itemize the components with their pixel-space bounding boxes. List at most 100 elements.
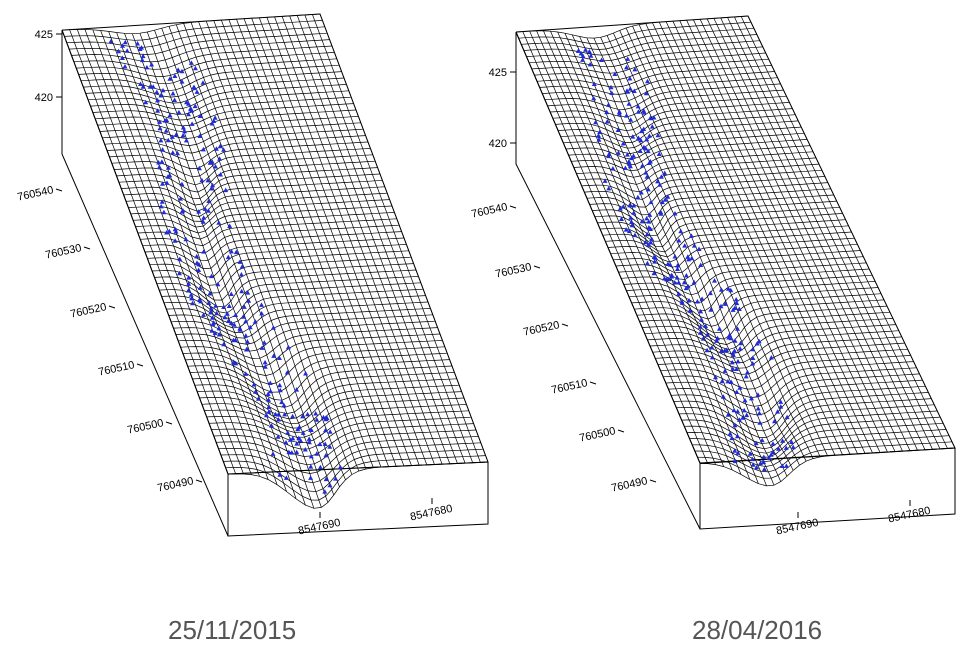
- survey-point: [186, 111, 191, 117]
- survey-point: [689, 255, 695, 261]
- survey-point: [157, 125, 163, 131]
- mesh-line-transverse: [650, 330, 899, 364]
- survey-point: [628, 117, 634, 122]
- survey-point: [627, 86, 633, 91]
- survey-point: [770, 441, 776, 446]
- survey-point: [170, 91, 176, 96]
- survey-point: [783, 463, 789, 468]
- mesh-line-transverse: [600, 213, 843, 248]
- survey-point: [665, 194, 671, 199]
- survey-point: [200, 146, 206, 152]
- survey-point: [644, 260, 650, 266]
- mesh-line-transverse: [142, 231, 402, 261]
- survey-point: [672, 280, 678, 285]
- survey-point: [645, 78, 650, 84]
- survey-point: [643, 146, 649, 151]
- survey-point: [750, 361, 756, 366]
- survey-point: [238, 272, 244, 277]
- survey-point: [207, 160, 213, 165]
- survey-point: [327, 444, 333, 449]
- survey-point: [778, 399, 784, 404]
- survey-point: [188, 292, 194, 297]
- z-tick-label: 420: [489, 138, 507, 150]
- mesh-line-transverse: [111, 148, 371, 178]
- survey-point: [754, 341, 760, 346]
- survey-point: [647, 115, 653, 121]
- survey-point: [162, 118, 168, 123]
- mesh-line-transverse: [133, 205, 393, 234]
- survey-point: [255, 396, 261, 401]
- survey-point: [306, 436, 312, 441]
- mesh-line-transverse: [206, 404, 467, 438]
- survey-point: [179, 209, 185, 214]
- survey-point: [682, 243, 688, 248]
- mesh-line-transverse: [140, 224, 400, 254]
- survey-point: [212, 330, 218, 336]
- survey-point: [638, 190, 644, 195]
- survey-point: [294, 441, 300, 446]
- survey-point: [210, 321, 216, 327]
- survey-point: [646, 219, 652, 224]
- survey-point: [768, 452, 774, 457]
- survey-point: [201, 312, 206, 317]
- survey-point: [275, 412, 281, 417]
- survey-point: [251, 382, 257, 387]
- survey-point: [681, 279, 687, 285]
- survey-point: [644, 136, 650, 142]
- survey-point: [294, 387, 300, 392]
- mesh-line-transverse: [187, 352, 448, 393]
- survey-point: [285, 344, 291, 350]
- survey-point: [108, 38, 114, 44]
- mesh-line-transverse: [156, 269, 417, 308]
- survey-point: [608, 84, 614, 90]
- survey-point: [770, 449, 776, 455]
- date-caption-2015: 25/11/2015: [168, 615, 297, 645]
- mesh-line-transverse: [97, 109, 357, 133]
- survey-point: [287, 437, 293, 442]
- survey-point: [308, 427, 314, 432]
- z-tick-label: 425: [489, 67, 507, 79]
- survey-point: [626, 159, 632, 164]
- survey-point: [303, 371, 309, 376]
- survey-point: [262, 364, 268, 369]
- survey-point: [655, 132, 661, 138]
- survey-point: [240, 314, 246, 319]
- survey-point: [290, 413, 296, 419]
- y-tick-label: 760490: [610, 475, 648, 494]
- survey-point: [691, 279, 697, 285]
- y-tick: [617, 429, 625, 433]
- survey-point: [761, 459, 767, 465]
- survey-point: [658, 174, 664, 179]
- survey-point: [327, 429, 333, 434]
- survey-point: [244, 339, 250, 344]
- survey-point: [724, 347, 730, 352]
- survey-point: [772, 418, 777, 424]
- survey-point: [213, 164, 218, 169]
- mesh-line-transverse: [128, 192, 388, 222]
- survey-point: [727, 431, 733, 436]
- survey-point: [189, 295, 195, 301]
- mesh-line-transverse: [555, 108, 793, 138]
- survey-point: [606, 151, 612, 157]
- y-tick: [108, 305, 116, 309]
- survey-point: [728, 287, 734, 293]
- mesh-line-transverse: [576, 157, 817, 185]
- survey-point: [172, 238, 178, 243]
- survey-point: [156, 164, 162, 169]
- survey-point: [602, 178, 608, 183]
- mesh-line-transverse: [218, 436, 479, 474]
- survey-point: [160, 181, 165, 186]
- survey-point: [703, 323, 709, 329]
- mesh-line-transverse: [642, 311, 890, 350]
- survey-point: [606, 153, 612, 159]
- survey-point: [276, 355, 282, 360]
- mesh-line-transverse: [531, 52, 766, 74]
- survey-point: [192, 103, 198, 109]
- survey-point: [624, 64, 629, 70]
- mesh-line-transverse: [573, 151, 814, 178]
- mesh-line-transverse: [668, 373, 920, 416]
- y-tick-label: 760490: [156, 475, 194, 494]
- survey-point: [778, 404, 784, 409]
- survey-point: [228, 320, 234, 326]
- survey-point: [648, 240, 654, 245]
